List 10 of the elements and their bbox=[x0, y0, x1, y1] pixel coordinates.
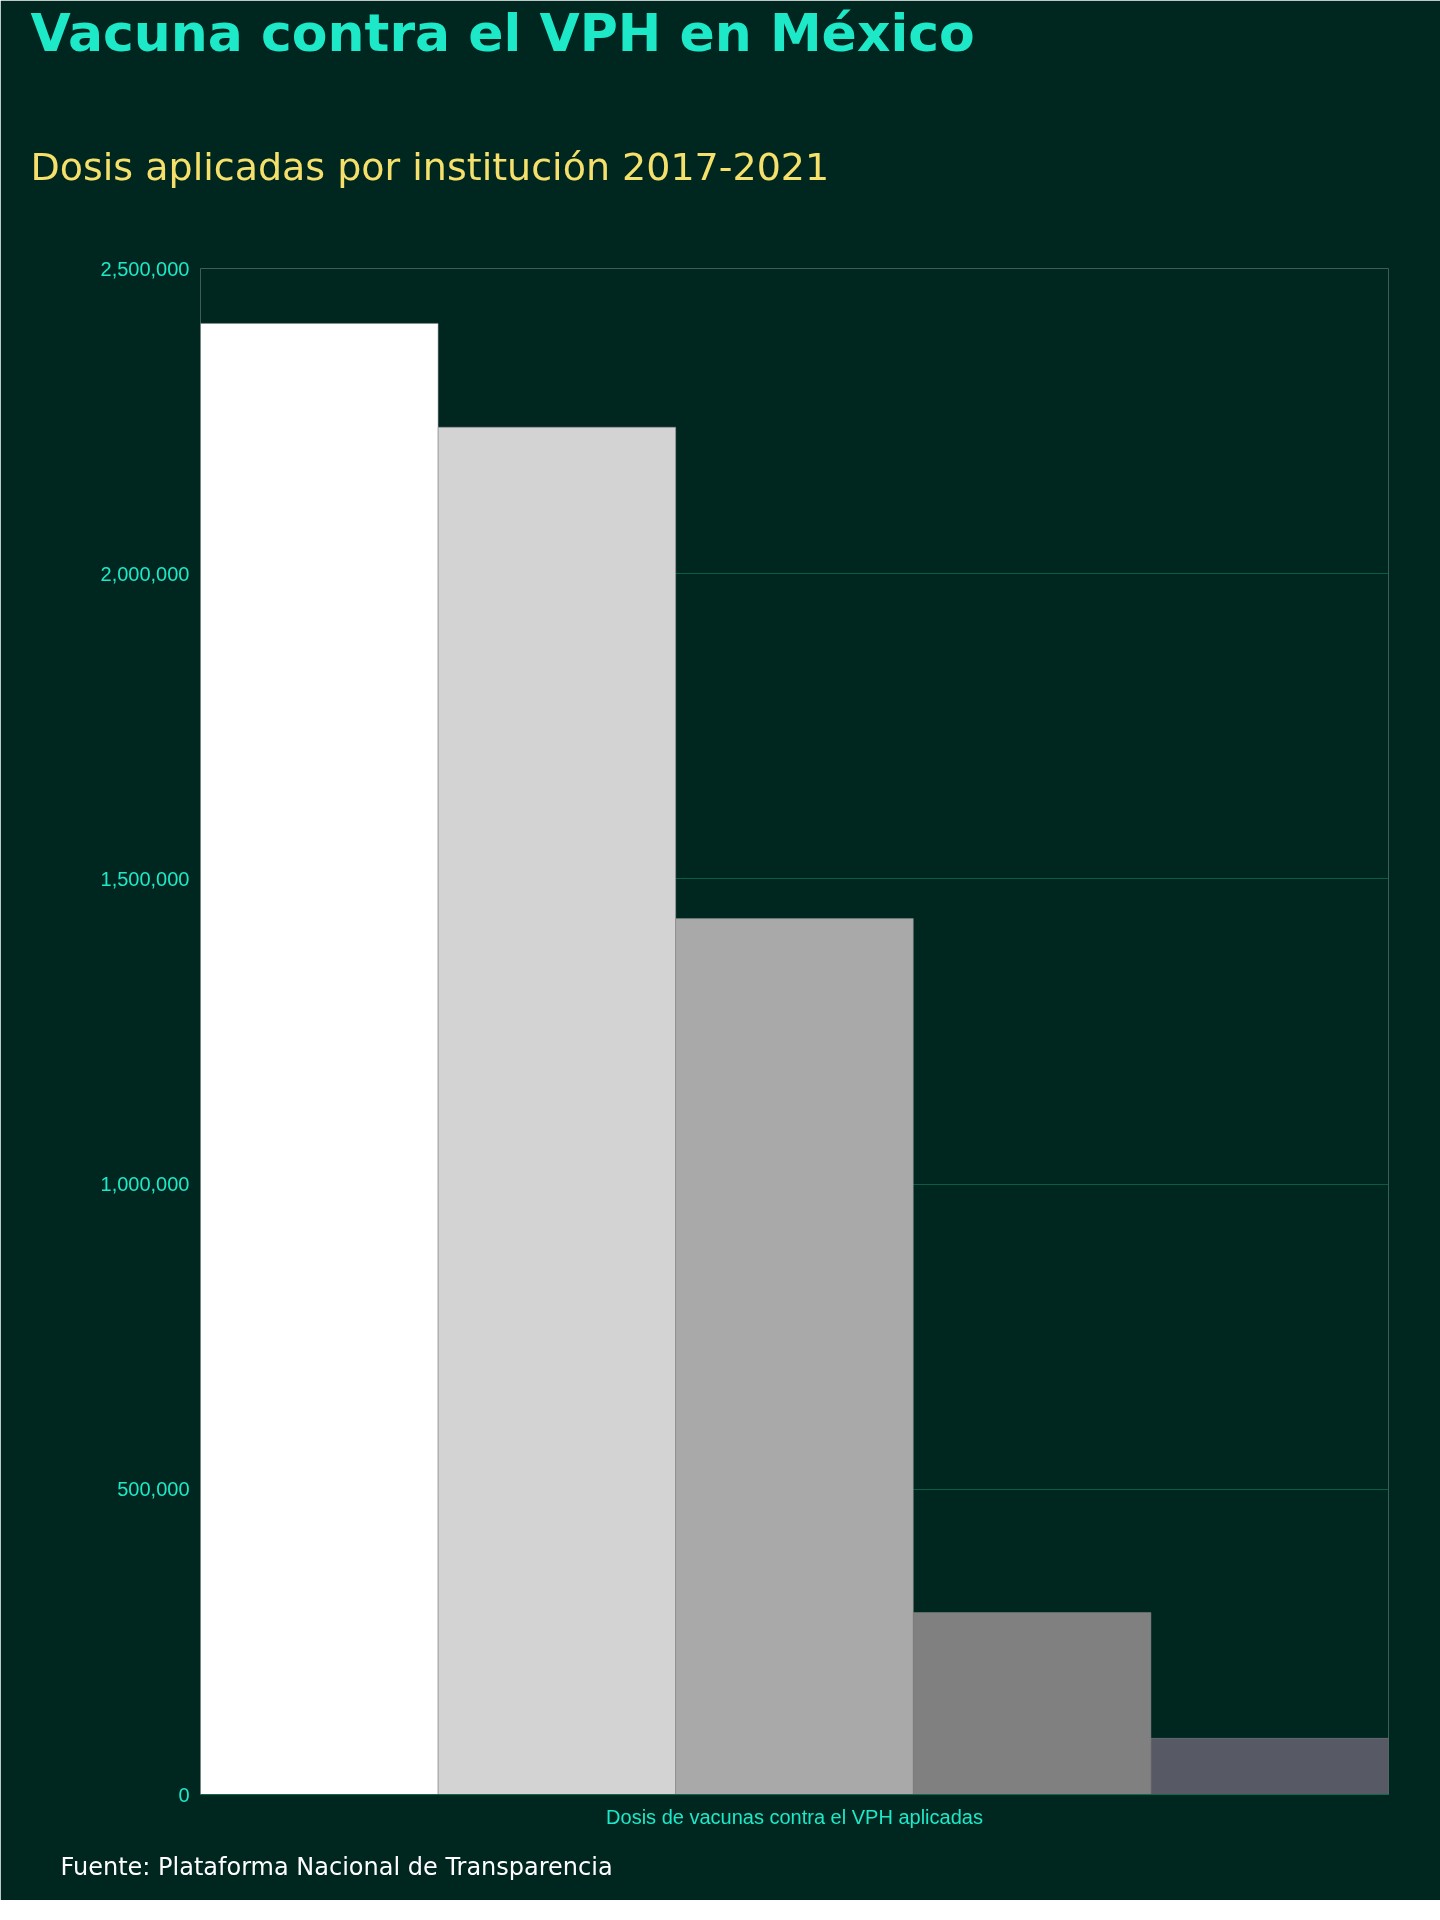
chart-subtitle: Dosis aplicadas por institución 2017-2021 bbox=[30, 144, 830, 189]
chart-title: Vacuna contra el VPH en México bbox=[30, 2, 975, 63]
y-tick-label: 0 bbox=[178, 1783, 190, 1806]
y-tick-label: 1,000,000 bbox=[100, 1173, 190, 1196]
y-tick-label: 500,000 bbox=[117, 1478, 190, 1501]
y-tick-label: 1,500,000 bbox=[100, 867, 190, 890]
x-tick-label: Dosis de vacunas contra el VPH aplicadas bbox=[606, 1805, 983, 1828]
y-tick-label: 2,000,000 bbox=[100, 562, 190, 585]
source-note: Fuente: Plataforma Nacional de Transparencia bbox=[60, 1852, 613, 1881]
y-tick-label: 2,500,000 bbox=[100, 257, 190, 280]
